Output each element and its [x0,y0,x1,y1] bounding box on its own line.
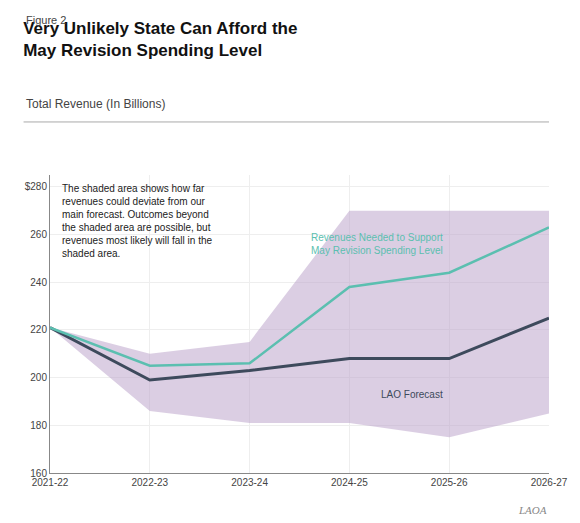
svg-text:2024-25: 2024-25 [331,477,368,488]
svg-text:LAO Forecast: LAO Forecast [381,389,443,400]
svg-text:$280: $280 [25,181,48,192]
svg-text:2022-23: 2022-23 [131,477,168,488]
svg-text:Revenues Needed to SupportMay: Revenues Needed to SupportMay Revision S… [311,232,443,256]
svg-text:240: 240 [30,277,47,288]
svg-text:2025-26: 2025-26 [431,477,468,488]
svg-text:Figure 2: Figure 2 [26,14,66,26]
svg-text:Very Unlikely State Can Afford: Very Unlikely State Can Afford theMay Re… [23,19,297,60]
svg-text:180: 180 [30,420,47,431]
svg-text:2026-27: 2026-27 [531,477,568,488]
svg-text:220: 220 [30,324,47,335]
svg-text:260: 260 [30,229,47,240]
svg-text:2023-24: 2023-24 [231,477,268,488]
svg-text:Total Revenue (In Billions): Total Revenue (In Billions) [26,97,165,111]
svg-text:The shaded area shows how farr: The shaded area shows how farrevenues co… [62,183,212,259]
svg-text:LAOA: LAOA [518,504,547,516]
svg-text:2021-22: 2021-22 [32,477,69,488]
svg-text:160: 160 [30,468,47,479]
svg-text:200: 200 [30,372,47,383]
